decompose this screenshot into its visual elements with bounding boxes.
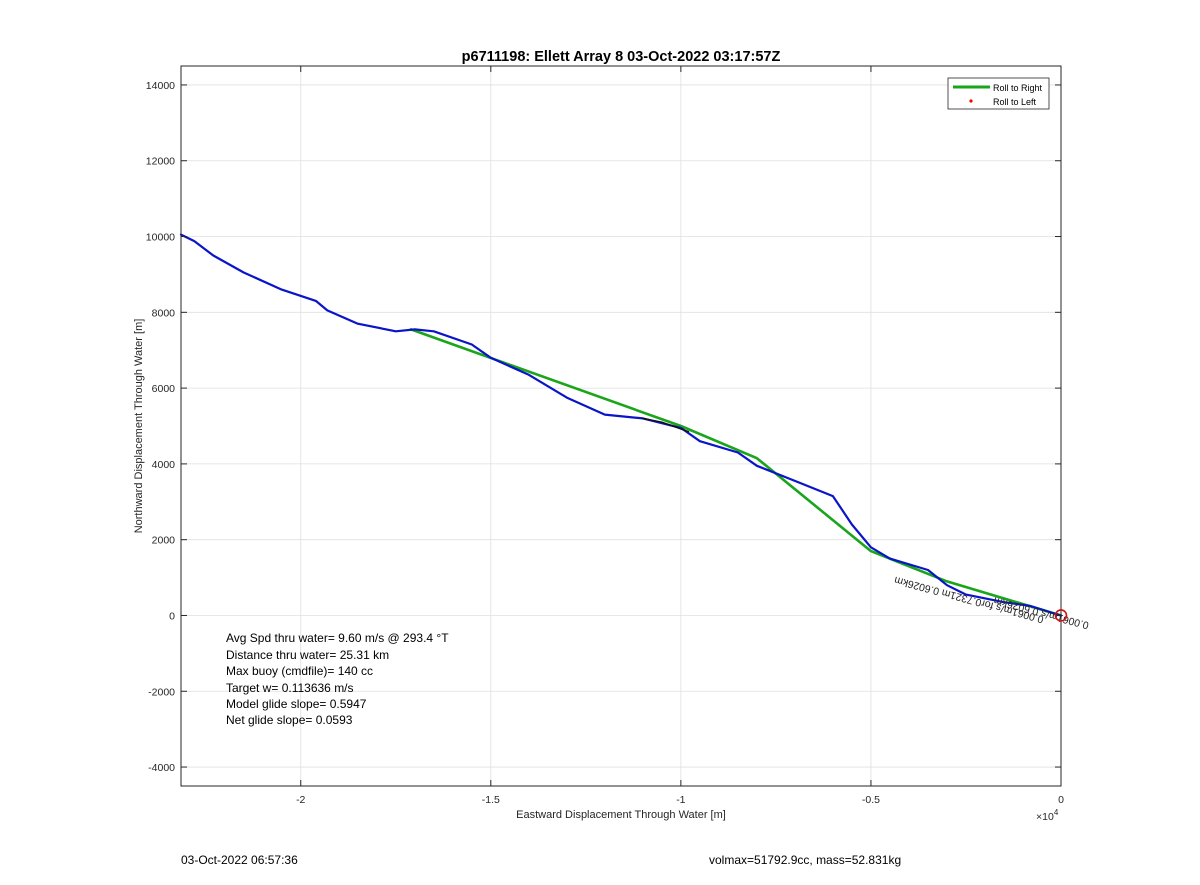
series-line-2 [179,233,1063,617]
series-line-roll-to-right [409,328,1063,617]
y-tick-label: -2000 [148,686,175,698]
stats-annotation: Avg Spd thru water= 9.60 m/s @ 293.4 °T … [226,631,449,727]
x-tick-label: 0 [1058,794,1064,806]
y-tick-label: 8000 [152,307,176,319]
stat-avg-speed: Avg Spd thru water= 9.60 m/s @ 293.4 °T [226,631,449,645]
footer-volmax-mass: volmax=51792.9cc, mass=52.831kg [709,853,902,867]
legend-label-roll-right: Roll to Right [993,83,1043,93]
grid-lines [181,66,1062,786]
series-line-3 [642,417,690,433]
legend-label-roll-left: Roll to Left [993,97,1037,107]
plot-area [180,65,1062,787]
y-tick-label: -4000 [148,762,175,774]
y-tick-label: 6000 [152,383,176,395]
y-axis-label: Northward Displacement Through Water [m] [133,319,145,534]
chart-title: p6711198: Ellett Array 8 03-Oct-2022 03:… [462,49,781,65]
x-tick-label: -0.5 [862,794,880,806]
stat-model-glide-slope: Model glide slope= 0.5947 [226,697,367,711]
x-axis-label: Eastward Displacement Through Water [m] [516,809,726,821]
legend: Roll to Right Roll to Left [947,77,1050,110]
rotated-current-annotation: 0.0061m/s for0.7321m 0.6026km [893,574,1045,626]
y-tick-label: 0 [169,610,175,622]
end-position-marker [1054,609,1068,622]
legend-marker-roll-left [969,99,973,103]
x-tick-label: -1.5 [482,794,500,806]
x-tick-label: -1 [676,794,685,806]
y-tick-label: 12000 [146,156,175,168]
stat-distance: Distance thru water= 25.31 km [226,648,389,662]
y-tick-label: 10000 [146,232,175,244]
y-tick-label: 14000 [146,80,175,92]
stat-target-w: Target w= 0.113636 m/s [226,681,354,695]
y-tick-label: 4000 [152,459,176,471]
legend-box [947,77,1050,110]
series-layer [179,233,1063,617]
footer-timestamp: 03-Oct-2022 06:57:36 [181,853,298,867]
x-exponent-label: ×104 [1036,808,1059,823]
axis-ticks: -2 -1.5 -1 -0.5 0 -4000 -2000 0 2000 4000 6000 8000… [146,66,1064,806]
x-tick-label: -2 [296,794,305,806]
y-tick-label: 2000 [152,535,176,547]
stat-max-buoy: Max buoy (cmdfile)= 140 cc [226,664,373,678]
stat-net-glide-slope: Net glide slope= 0.0593 [226,713,353,727]
